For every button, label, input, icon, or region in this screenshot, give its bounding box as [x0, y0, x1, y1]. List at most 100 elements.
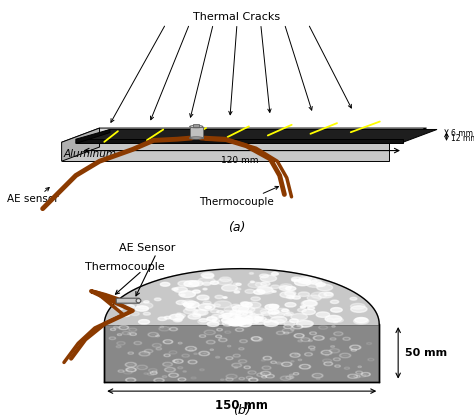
Circle shape [245, 366, 249, 368]
Circle shape [227, 357, 231, 359]
Circle shape [118, 334, 121, 335]
Circle shape [228, 345, 231, 347]
Circle shape [228, 320, 238, 324]
Circle shape [246, 302, 261, 308]
Circle shape [310, 332, 317, 334]
Circle shape [255, 314, 264, 317]
Circle shape [173, 360, 178, 362]
Circle shape [234, 364, 240, 366]
Circle shape [305, 353, 312, 356]
Circle shape [192, 377, 195, 379]
Circle shape [310, 349, 315, 350]
Circle shape [350, 297, 357, 300]
Circle shape [285, 326, 291, 328]
Circle shape [323, 351, 330, 354]
Circle shape [278, 332, 283, 334]
Circle shape [238, 306, 255, 313]
Circle shape [231, 319, 246, 325]
Circle shape [125, 371, 130, 373]
Circle shape [147, 373, 154, 375]
Circle shape [294, 373, 298, 374]
Circle shape [260, 309, 273, 314]
Circle shape [350, 345, 361, 350]
Circle shape [232, 363, 242, 367]
Circle shape [167, 368, 173, 371]
Circle shape [210, 349, 213, 350]
Circle shape [316, 312, 330, 317]
Circle shape [325, 315, 342, 322]
Circle shape [128, 369, 134, 371]
Circle shape [221, 379, 224, 380]
Circle shape [121, 327, 127, 329]
Circle shape [136, 342, 140, 344]
Circle shape [233, 354, 240, 357]
Polygon shape [76, 129, 110, 144]
Circle shape [172, 288, 178, 290]
Circle shape [178, 342, 182, 344]
Circle shape [255, 317, 263, 321]
Circle shape [128, 363, 134, 366]
Circle shape [217, 310, 224, 313]
Circle shape [236, 328, 244, 332]
Circle shape [283, 325, 292, 329]
Text: (a): (a) [228, 221, 246, 234]
Circle shape [210, 310, 219, 313]
Circle shape [270, 312, 284, 318]
Circle shape [175, 360, 181, 362]
Circle shape [222, 321, 235, 326]
Circle shape [245, 316, 261, 322]
Bar [190, 126, 203, 138]
Circle shape [222, 285, 237, 291]
Circle shape [294, 325, 301, 328]
Circle shape [237, 323, 243, 325]
Circle shape [138, 319, 149, 324]
Circle shape [240, 348, 243, 349]
Circle shape [368, 358, 374, 361]
Polygon shape [62, 128, 100, 161]
Circle shape [235, 367, 237, 368]
Circle shape [145, 373, 147, 374]
Circle shape [160, 282, 170, 286]
Circle shape [191, 377, 196, 379]
Circle shape [219, 315, 226, 318]
Circle shape [164, 363, 171, 366]
Circle shape [254, 290, 265, 294]
Circle shape [177, 313, 181, 314]
Circle shape [185, 347, 197, 351]
Circle shape [226, 357, 233, 359]
Circle shape [190, 361, 195, 363]
Circle shape [135, 306, 148, 311]
Circle shape [171, 328, 176, 330]
Circle shape [242, 319, 253, 324]
Circle shape [185, 307, 195, 311]
Circle shape [292, 277, 301, 281]
Circle shape [238, 359, 247, 363]
Circle shape [298, 278, 310, 283]
Circle shape [176, 314, 185, 317]
Circle shape [267, 375, 273, 377]
Circle shape [189, 349, 193, 351]
Circle shape [236, 311, 247, 315]
Circle shape [223, 313, 238, 319]
Circle shape [175, 318, 182, 321]
Circle shape [311, 292, 327, 298]
Circle shape [201, 369, 203, 370]
Circle shape [306, 281, 322, 287]
Circle shape [213, 304, 220, 307]
Circle shape [257, 287, 274, 294]
Circle shape [265, 374, 274, 378]
Circle shape [277, 363, 280, 364]
Circle shape [336, 332, 341, 335]
Circle shape [261, 282, 270, 286]
Circle shape [200, 335, 206, 337]
Circle shape [326, 363, 331, 365]
Circle shape [221, 310, 235, 316]
Circle shape [336, 365, 339, 367]
Circle shape [287, 376, 292, 379]
Circle shape [290, 376, 294, 378]
Circle shape [236, 283, 241, 285]
Circle shape [188, 347, 194, 350]
Circle shape [144, 373, 148, 374]
Circle shape [265, 305, 278, 310]
Circle shape [251, 337, 261, 341]
